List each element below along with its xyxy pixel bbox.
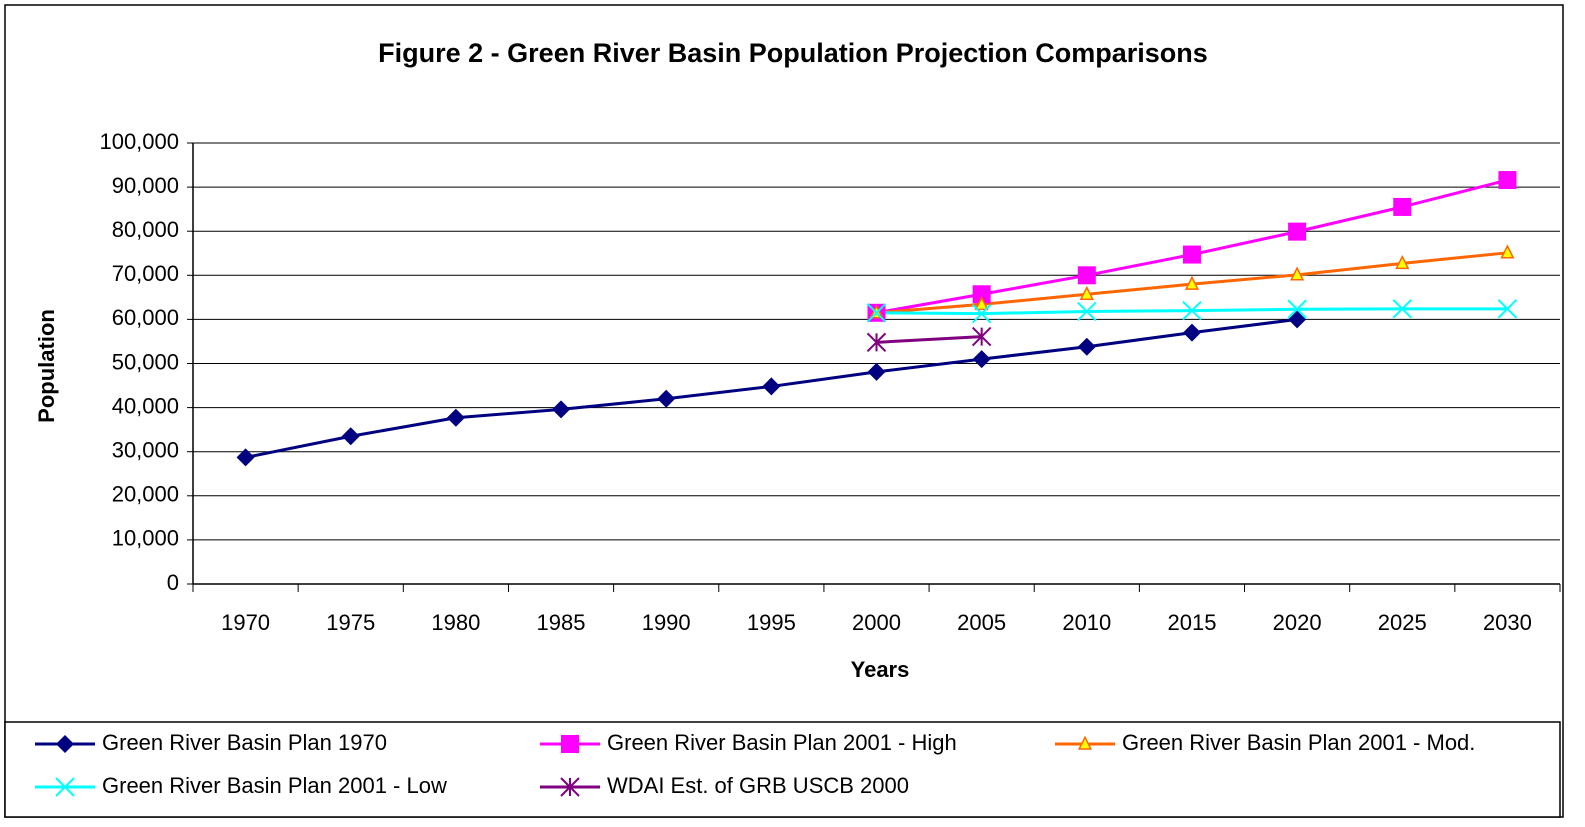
x-tick-label: 1975	[326, 610, 375, 635]
chart-title: Figure 2 - Green River Basin Population …	[378, 38, 1208, 68]
marker	[866, 303, 887, 323]
y-tick-label: 80,000	[112, 217, 179, 242]
legend-marker	[1077, 735, 1093, 750]
marker	[971, 326, 992, 347]
marker	[657, 389, 676, 408]
marker	[1182, 245, 1201, 264]
marker	[867, 362, 886, 381]
marker	[552, 400, 571, 419]
marker	[446, 408, 465, 427]
marker	[1079, 285, 1094, 300]
x-tick-label: 2030	[1483, 610, 1532, 635]
y-tick-label: 40,000	[112, 393, 179, 418]
marker	[1498, 171, 1517, 190]
x-tick-label: 2025	[1378, 610, 1427, 635]
y-tick-label: 30,000	[112, 438, 179, 463]
marker	[1287, 299, 1307, 319]
x-tick-label: 2005	[957, 610, 1006, 635]
y-tick-label: 100,000	[99, 129, 179, 154]
x-tick-label: 2015	[1167, 610, 1216, 635]
x-tick-label: 1970	[221, 610, 270, 635]
legend-marker	[561, 735, 579, 753]
legend-marker	[55, 777, 75, 797]
marker	[1497, 299, 1518, 319]
y-tick-label: 20,000	[112, 482, 179, 507]
chart-border	[4, 4, 1564, 818]
marker	[1395, 254, 1410, 270]
y-tick-label: 0	[167, 570, 179, 595]
marker	[1182, 323, 1201, 342]
y-tick-label: 10,000	[112, 526, 179, 551]
legend-marker	[56, 735, 74, 753]
x-tick-label: 2010	[1062, 610, 1111, 635]
x-axis-label: Years	[851, 657, 910, 682]
legend-label: Green River Basin Plan 2001 - Low	[102, 773, 447, 798]
marker	[341, 427, 360, 446]
marker	[866, 332, 887, 353]
x-tick-label: 2000	[852, 610, 901, 635]
marker	[1500, 244, 1515, 259]
marker	[1077, 337, 1096, 356]
marker	[1077, 266, 1096, 285]
marker	[1184, 275, 1200, 290]
marker	[1392, 299, 1412, 319]
y-tick-label: 60,000	[112, 305, 179, 330]
y-tick-label: 50,000	[112, 349, 179, 374]
marker	[971, 303, 992, 324]
marker	[1182, 300, 1202, 321]
x-tick-label: 2020	[1273, 610, 1322, 635]
marker	[974, 295, 989, 311]
marker	[236, 448, 255, 467]
marker	[1290, 266, 1305, 281]
x-tick-label: 1995	[747, 610, 796, 635]
legend-label: WDAI Est. of GRB USCB 2000	[607, 773, 909, 798]
y-tick-label: 70,000	[112, 261, 179, 286]
legend-box	[4, 721, 1561, 818]
legend-label: Green River Basin Plan 1970	[102, 730, 387, 755]
marker	[972, 350, 991, 369]
y-axis-label: Population	[34, 309, 59, 423]
marker	[1077, 301, 1097, 322]
marker	[1393, 197, 1412, 216]
series-line	[876, 335, 982, 344]
marker	[762, 377, 781, 396]
legend-label: Green River Basin Plan 2001 - Mod.	[1122, 730, 1475, 755]
x-tick-label: 1985	[537, 610, 586, 635]
legend-label: Green River Basin Plan 2001 - High	[607, 730, 957, 755]
x-tick-label: 1980	[431, 610, 480, 635]
marker	[1288, 222, 1307, 241]
legend-marker	[560, 777, 580, 797]
y-tick-label: 90,000	[112, 173, 179, 198]
marker	[972, 285, 991, 304]
x-tick-label: 1990	[642, 610, 691, 635]
